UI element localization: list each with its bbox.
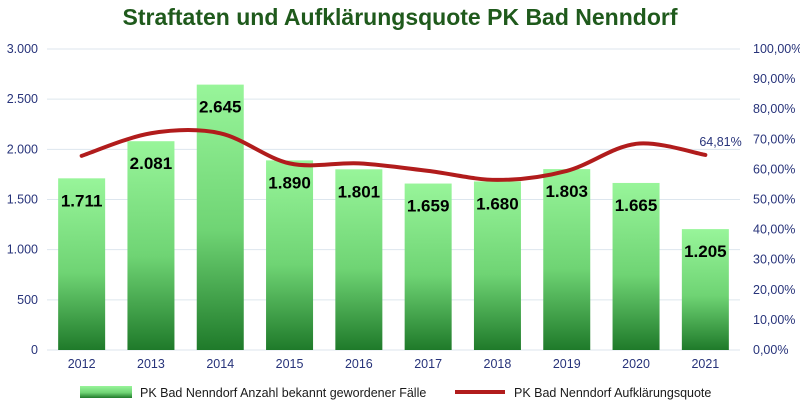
- legend-swatch-bars: [80, 386, 132, 398]
- bar-labels: 1.711 2.081 2.645 1.890 1.801 1.659 1.680 1.803…: [61, 98, 742, 261]
- legend: PK Bad Nenndorf Anzahl bekannt gewordene…: [80, 386, 711, 400]
- x-tick-label: 2014: [206, 357, 234, 371]
- x-tick-label: 2019: [553, 357, 581, 371]
- bar-value-label: 1.803: [545, 182, 588, 201]
- x-tick-label: 2015: [276, 357, 304, 371]
- y-right-tick-label: 20,00%: [753, 283, 795, 297]
- rate-line: [79, 127, 708, 182]
- y-right-tick-label: 50,00%: [753, 193, 795, 207]
- bars: [58, 84, 729, 350]
- bar-value-label: 2.645: [199, 98, 242, 117]
- x-tick-label: 2021: [691, 357, 719, 371]
- axes: 0 500 1.000 1.500 2.000 2.500 3.000 0,00% 10,00%…: [7, 42, 800, 371]
- bar: [681, 229, 729, 350]
- y-right-tick-label: 40,00%: [753, 223, 795, 237]
- bar-value-label: 1.801: [338, 182, 381, 201]
- bar-value-label: 1.665: [615, 196, 658, 215]
- rate-annotation: 64,81%: [699, 135, 741, 149]
- legend-label-bars: PK Bad Nenndorf Anzahl bekannt gewordene…: [140, 386, 426, 400]
- y-left-tick-label: 2.500: [7, 92, 38, 106]
- x-tick-label: 2018: [484, 357, 512, 371]
- bar-value-label: 1.659: [407, 197, 450, 216]
- bar: [335, 169, 383, 350]
- y-right-tick-label: 60,00%: [753, 162, 795, 176]
- bar: [473, 181, 521, 350]
- bar-value-label: 1.205: [684, 242, 727, 261]
- y-right-tick-label: 100,00%: [753, 42, 800, 56]
- y-right-tick-label: 80,00%: [753, 102, 795, 116]
- x-tick-label: 2016: [345, 357, 373, 371]
- rate-line-path: [79, 127, 708, 182]
- bar-value-label: 1.680: [476, 194, 519, 213]
- bar: [404, 183, 452, 350]
- bar: [612, 182, 660, 350]
- y-right-tick-label: 70,00%: [753, 132, 795, 146]
- chart-title: Straftaten und Aufklärungsquote PK Bad N…: [122, 4, 678, 30]
- bar: [266, 160, 314, 350]
- y-right-tick-label: 30,00%: [753, 253, 795, 267]
- y-right-tick-label: 0,00%: [753, 343, 788, 357]
- bar-value-label: 1.711: [61, 191, 103, 210]
- y-left-tick-label: 500: [17, 293, 38, 307]
- y-left-tick-label: 2.000: [7, 142, 38, 156]
- bar: [127, 141, 175, 350]
- x-tick-label: 2013: [137, 357, 165, 371]
- bar: [196, 84, 244, 350]
- y-left-tick-label: 0: [31, 343, 38, 357]
- bar: [58, 178, 106, 350]
- y-left-tick-label: 1.000: [7, 243, 38, 257]
- y-right-tick-label: 90,00%: [753, 72, 795, 86]
- x-tick-label: 2017: [414, 357, 442, 371]
- y-left-tick-label: 3.000: [7, 42, 38, 56]
- bar-value-label: 2.081: [130, 154, 173, 173]
- x-tick-label: 2020: [622, 357, 650, 371]
- x-tick-label: 2012: [68, 357, 96, 371]
- bar-value-label: 1.890: [268, 173, 311, 192]
- y-left-tick-label: 1.500: [7, 193, 38, 207]
- y-right-tick-label: 10,00%: [753, 313, 795, 327]
- bar: [543, 169, 591, 350]
- legend-label-line: PK Bad Nenndorf Aufklärungsquote: [514, 386, 711, 400]
